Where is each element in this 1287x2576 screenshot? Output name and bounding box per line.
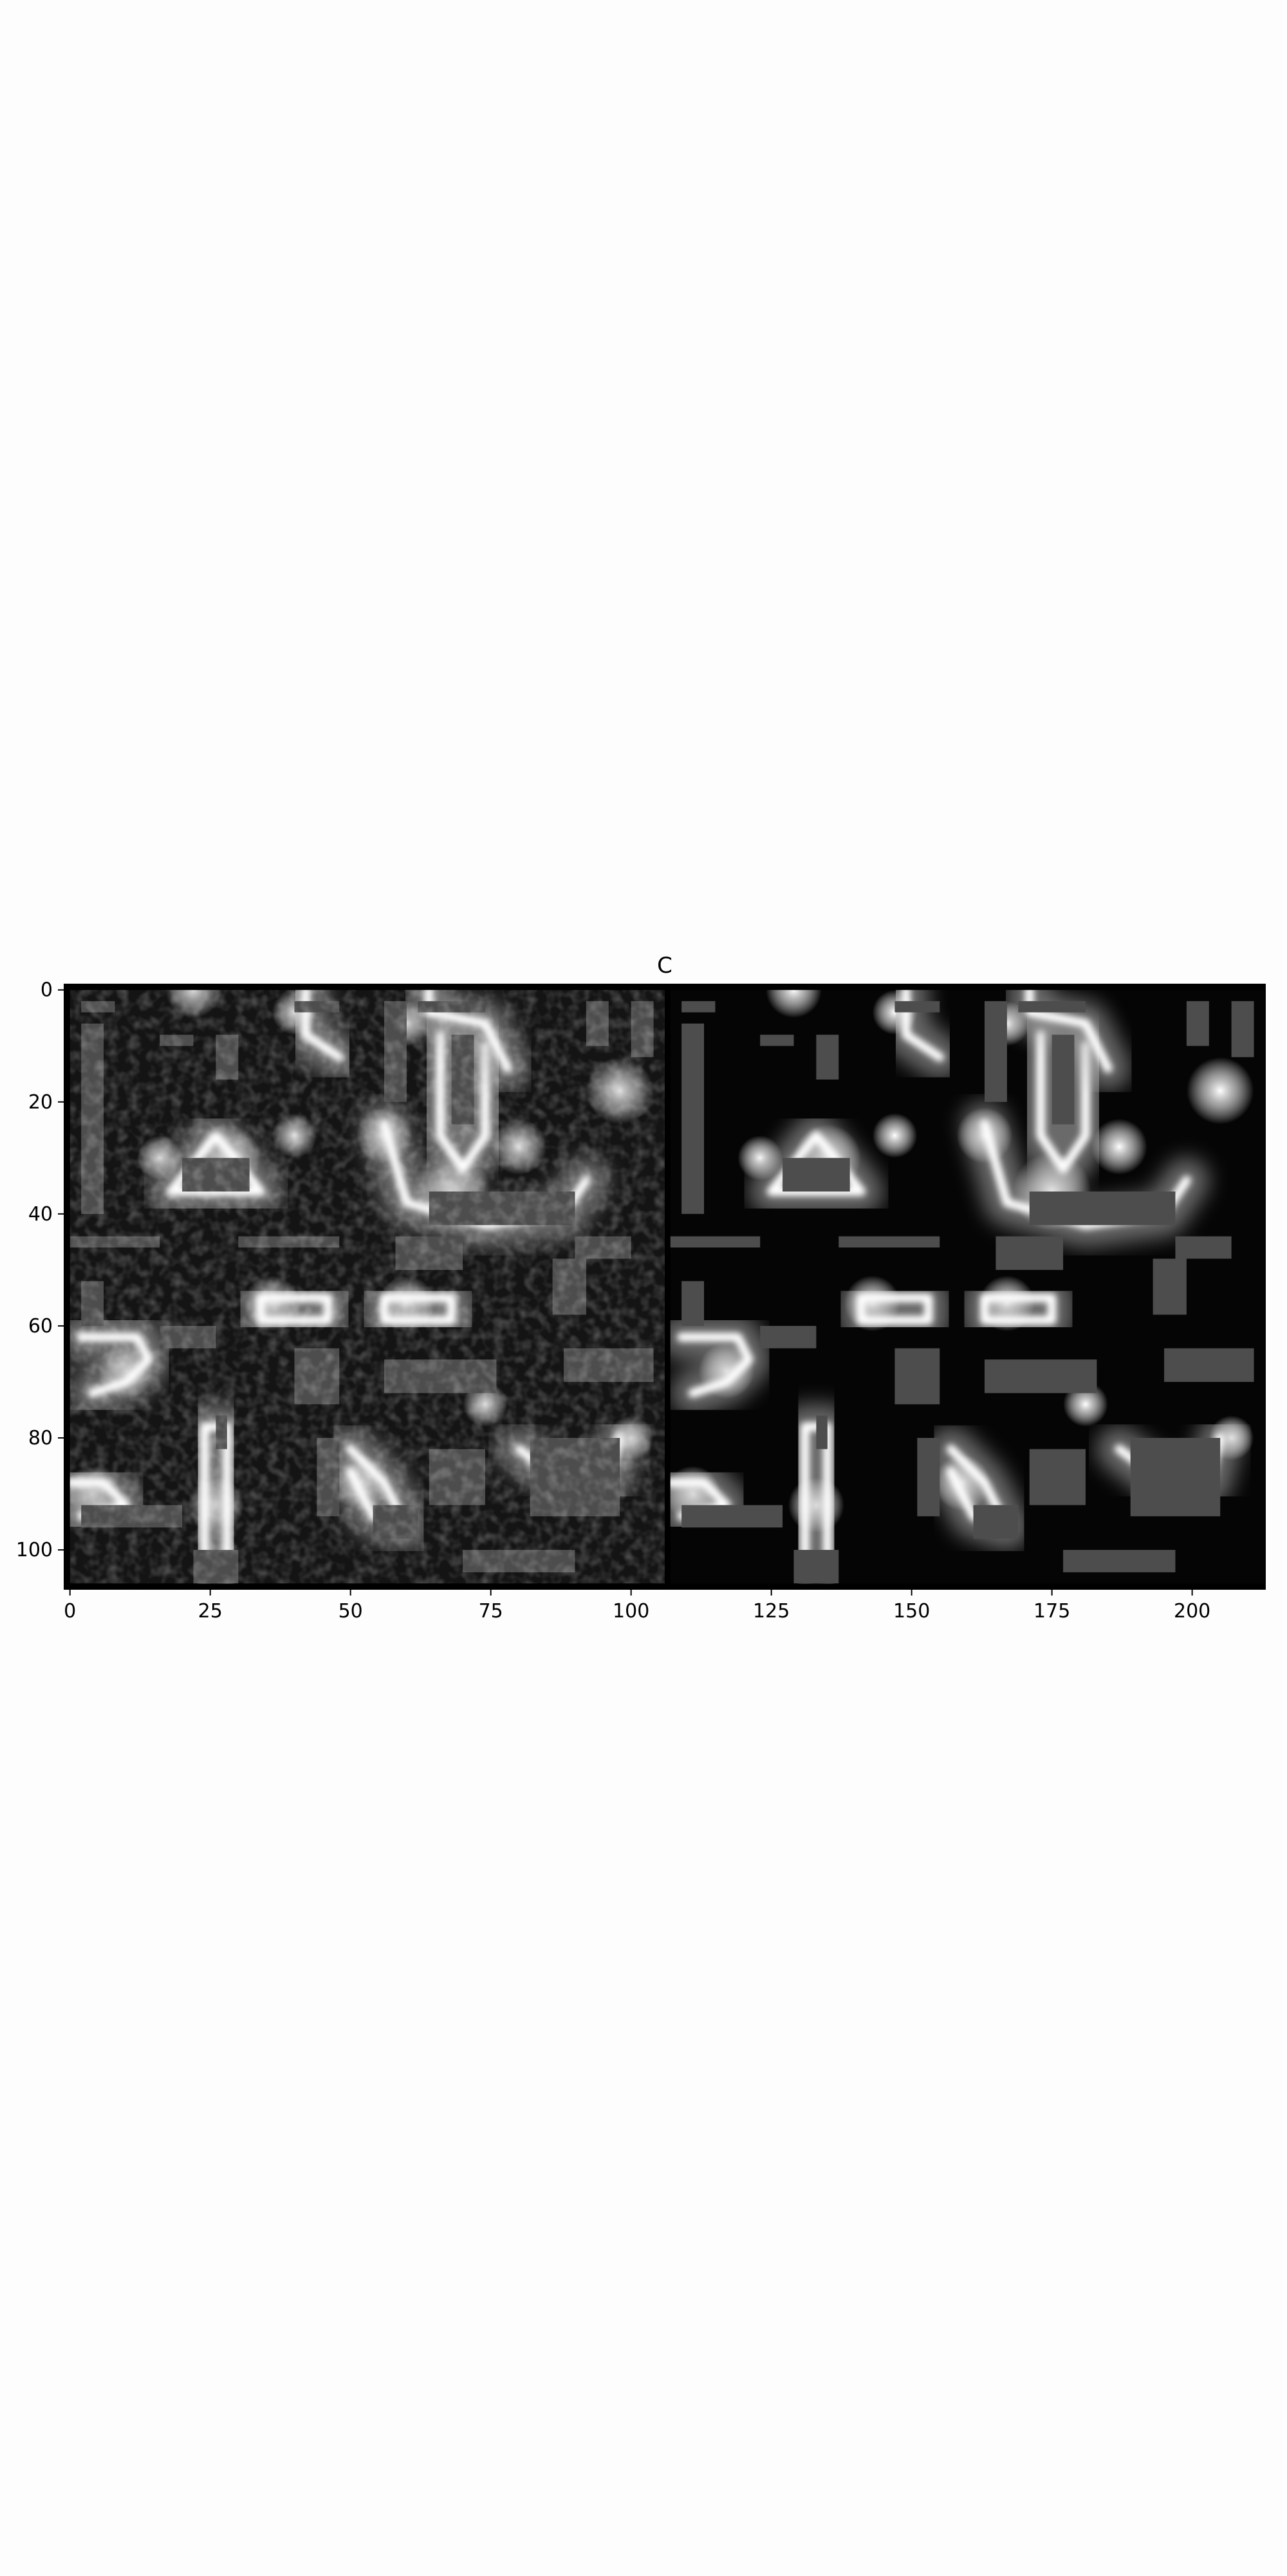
glow-spot [872,1113,918,1158]
x-tick-label: 0 [64,1600,76,1623]
axes-frame [64,984,1266,1590]
wall-block [793,1550,839,1584]
x-tick-label: 100 [613,1600,649,1623]
wall-block [681,1281,705,1326]
panel-clean [670,989,1265,1584]
y-tick-label: 20 [28,1091,53,1114]
bright-stroke [1024,989,1113,1073]
y-tick-label: 80 [28,1427,53,1449]
x-tick-label: 175 [1033,1600,1070,1623]
wall-block [681,1505,783,1528]
wall-block [1164,1348,1254,1382]
noise-overlay [69,989,665,1584]
wall-block [1029,1191,1176,1226]
x-tick-label: 200 [1174,1600,1210,1623]
wall-block [917,1438,940,1516]
x-axis: 0 25 50 75 100 125 150 175 200 [64,1589,1210,1623]
bright-stroke [980,1293,1057,1325]
y-tick-label: 0 [41,979,53,1002]
x-tick-label: 75 [479,1600,503,1623]
wall-block [1029,1449,1086,1505]
wall-block [985,1359,1097,1394]
wall-block [816,1415,828,1449]
wall-block [995,1236,1064,1270]
wall-block [985,1001,1007,1102]
bright-stroke [1036,1030,1090,1174]
wall-block [670,1236,761,1248]
wall-block [1175,1236,1232,1259]
x-tick-label: 50 [338,1600,363,1623]
wall-block [782,1157,850,1192]
wall-block [894,1001,940,1013]
glow-spot [1063,1381,1108,1427]
wall-block [1130,1438,1221,1516]
wall-block [760,1035,794,1046]
bright-stroke [677,1332,754,1398]
wall-block [1018,1001,1086,1013]
wall-block [1186,1001,1209,1046]
wall-block [973,1505,1019,1539]
x-tick-label: 125 [753,1600,790,1623]
y-tick-label: 40 [28,1203,53,1226]
wall-block [1153,1258,1187,1315]
glow-spot [1186,1057,1254,1125]
wall-block [838,1236,940,1248]
x-tick-label: 150 [893,1600,930,1623]
wall-block [1051,1035,1075,1125]
wall-block [1063,1550,1176,1572]
y-tick-label: 60 [28,1315,53,1338]
panel-noisy [69,989,665,1584]
wall-block [816,1035,839,1080]
y-tick-label: 100 [16,1539,53,1561]
wall-block [681,1001,716,1013]
wall-block [894,1348,940,1404]
plot-area [64,984,1266,1590]
chart-title: C [657,953,672,979]
wall-block [681,1023,705,1214]
wall-block [1231,1001,1254,1058]
x-tick-label: 25 [198,1600,223,1623]
y-axis: 0 20 40 60 80 100 [16,979,64,1561]
bright-stroke [856,1293,933,1325]
wall-block [760,1325,817,1348]
glow-spot [765,989,822,1018]
